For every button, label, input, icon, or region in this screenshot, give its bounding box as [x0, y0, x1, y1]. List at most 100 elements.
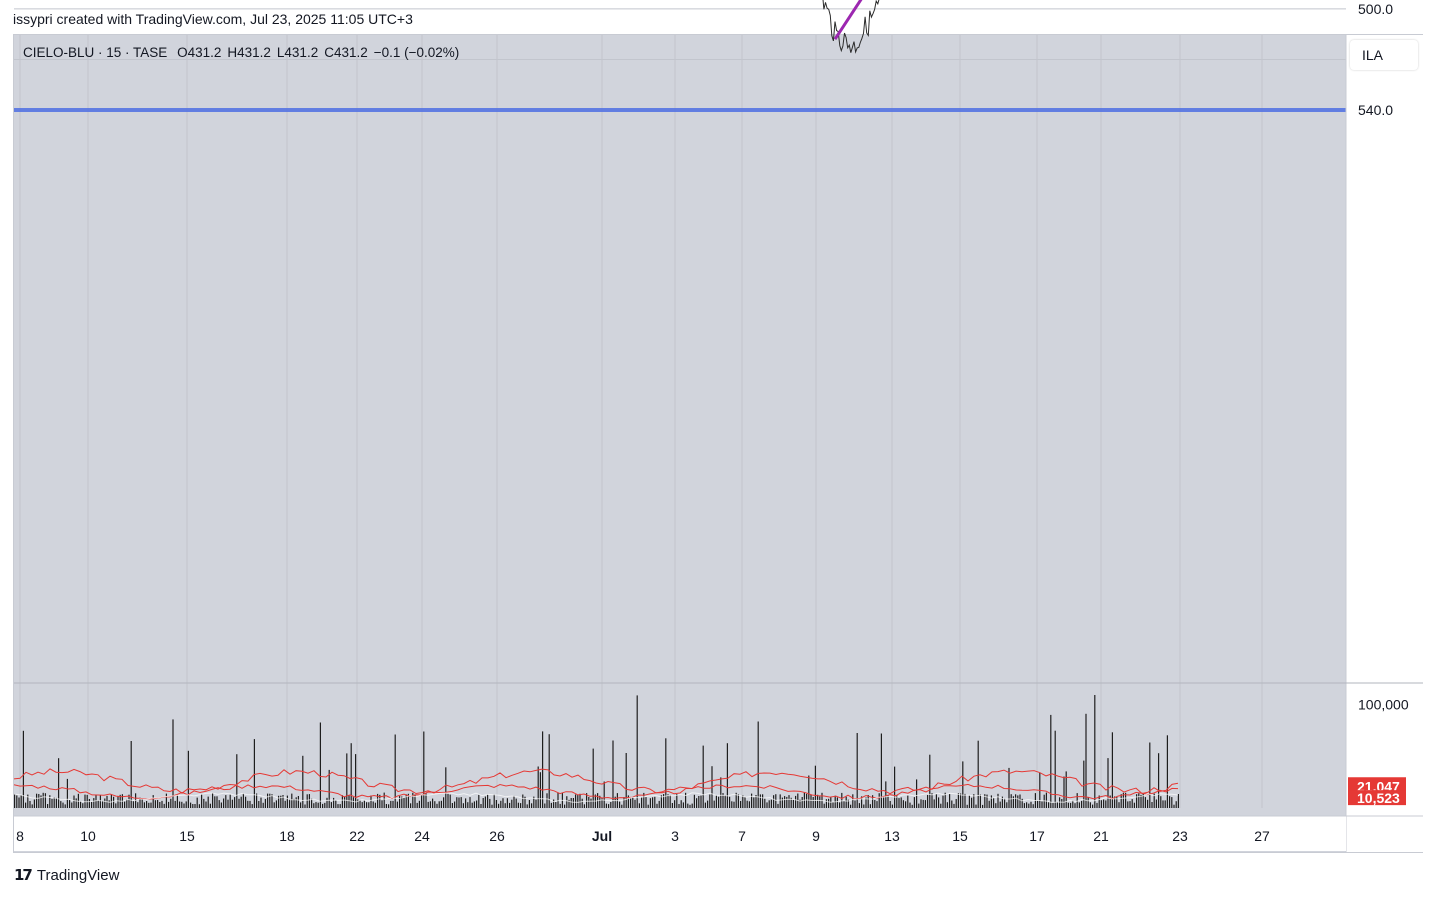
volume-bar [370, 795, 372, 808]
volume-bar [520, 803, 522, 808]
volume-bar [575, 794, 577, 808]
volume-bar [231, 799, 233, 808]
volume-bar [449, 794, 451, 808]
volume-bars [14, 695, 1179, 808]
volume-bar [511, 799, 513, 808]
volume-bar [53, 797, 55, 808]
volume-bar [588, 797, 590, 808]
volume-bar [973, 794, 975, 808]
volume-bar [1087, 797, 1089, 808]
volume-bar [544, 803, 546, 808]
legend-open: O431.2 [177, 45, 222, 60]
legend-symbol[interactable]: CIELO-BLU · 15 · TASE [23, 45, 168, 60]
volume-bar [832, 802, 834, 808]
chart-legend: CIELO-BLU · 15 · TASE O431.2 H431.2 L431.2… [23, 45, 465, 60]
volume-bar [328, 769, 330, 808]
volume-bar [333, 797, 335, 808]
volume-bar [583, 804, 585, 808]
volume-bar [773, 795, 775, 808]
volume-bar [665, 738, 667, 808]
volume-bar [269, 793, 271, 808]
volume-bar [168, 801, 170, 808]
volume-bar [315, 802, 317, 808]
volume-bar [867, 795, 869, 808]
volume-bar [1162, 800, 1164, 808]
volume-bar [944, 792, 946, 808]
volume-bar [394, 734, 396, 808]
volume-bar [614, 796, 616, 808]
volume-bar [880, 733, 882, 808]
volume-bar [619, 801, 621, 808]
volume-bar [306, 794, 308, 808]
volume-bar [869, 804, 871, 808]
volume-bar [955, 799, 957, 808]
volume-bar [436, 803, 438, 808]
volume-bar [977, 740, 979, 808]
volume-bar [524, 796, 526, 808]
x-tick-label: 27 [1254, 828, 1270, 844]
volume-bar [482, 798, 484, 808]
price-axis: 540.0520.0500.0480.0460.0440.0420.0400.0… [1345, 1, 1423, 852]
volume-bar [416, 802, 418, 808]
volume-bar [236, 754, 238, 808]
tradingview-logo-icon[interactable]: 17 [14, 866, 33, 884]
volume-bar [506, 798, 508, 808]
volume-bar [718, 796, 720, 808]
x-tick-label: 15 [179, 828, 195, 844]
volume-bar [295, 797, 297, 808]
volume-bar [863, 804, 865, 808]
volume-bar [1001, 796, 1003, 808]
volume-bar [874, 800, 876, 808]
volume-bar [608, 804, 610, 808]
volume-bar [528, 800, 530, 808]
volume-bar [808, 775, 810, 808]
volume-bar [817, 794, 819, 808]
volume-bar [984, 794, 986, 808]
volume-bar [218, 800, 220, 808]
volume-bar [462, 803, 464, 808]
volume-bar [1050, 714, 1052, 808]
volume-bar [586, 793, 588, 808]
volume-bar [355, 754, 357, 808]
volume-bar [638, 803, 640, 808]
volume-bar [568, 799, 570, 808]
volume-bar [27, 794, 29, 808]
volume-bar [696, 798, 698, 808]
footer-brand[interactable]: TradingView [36, 866, 120, 884]
volume-bar [909, 802, 911, 808]
volume-bar [187, 750, 189, 808]
x-tick-label: 17 [1029, 828, 1045, 844]
volume-bar [93, 798, 95, 808]
x-tick-label: 22 [349, 828, 365, 844]
volume-bar [379, 794, 381, 808]
volume-bar [258, 801, 260, 808]
volume-bar [110, 794, 112, 808]
volume-bar [337, 804, 339, 808]
volume-bar [1059, 797, 1061, 808]
volume-bar [601, 797, 603, 808]
volume-bar [262, 802, 264, 808]
volume-bar [418, 800, 420, 808]
volume-bar [836, 797, 838, 808]
volume-bar [889, 801, 891, 808]
volume-bar [425, 793, 427, 808]
volume-bar [275, 800, 277, 808]
volume-bar [784, 796, 786, 808]
currency-button[interactable]: ILA [1350, 40, 1418, 70]
volume-bar [810, 794, 812, 808]
volume-bar [75, 798, 77, 808]
volume-bar [31, 804, 33, 808]
volume-bar [25, 802, 27, 808]
volume-bar [388, 804, 390, 808]
x-tick-label: 13 [884, 828, 900, 844]
volume-bar [49, 795, 51, 808]
volume-bar [242, 793, 244, 808]
volume-bar [473, 801, 475, 808]
x-tick-label: Jul [592, 828, 612, 844]
volume-bar [1045, 792, 1047, 808]
volume-bar [434, 801, 436, 808]
volume-bar [634, 799, 636, 808]
volume-bar [203, 798, 205, 808]
time-axis: 8 10 15 18 22 24 26 Jul 3 7 9 13 15 17 21 23 27 [14, 815, 1423, 851]
